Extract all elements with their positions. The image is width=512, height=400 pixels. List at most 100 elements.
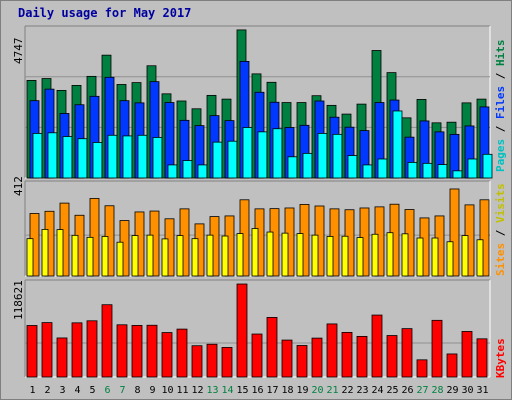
x-tick-day-2: 2 — [44, 385, 50, 396]
visits-bar-day-24 — [371, 233, 379, 277]
sites-panel-max-label: 412 — [12, 176, 25, 196]
x-tick-day-18: 18 — [281, 385, 293, 396]
pages-bar-day-1 — [32, 133, 43, 179]
visits-bar-day-16 — [251, 228, 259, 277]
pages-bar-day-26 — [407, 162, 418, 179]
visits-bar-day-12 — [191, 238, 199, 277]
kbytes-panel-legend: KBytes — [494, 338, 507, 378]
visits-bar-day-20 — [311, 234, 319, 277]
kbytes-bar-day-3 — [56, 337, 68, 378]
legend-hits: Hits — [494, 39, 507, 67]
kbytes-bar-day-20 — [311, 337, 323, 378]
kbytes-bar-day-9 — [146, 324, 158, 378]
visits-bar-day-6 — [101, 236, 109, 277]
pages-bar-day-30 — [467, 158, 478, 179]
visits-bar-day-3 — [56, 229, 64, 277]
kbytes-bar-day-24 — [371, 314, 383, 378]
kbytes-bar-day-15 — [236, 283, 248, 378]
visits-bar-day-26 — [401, 233, 409, 277]
pages-bar-day-18 — [287, 156, 298, 179]
pages-bar-day-29 — [452, 170, 463, 179]
pages-bar-day-27 — [422, 162, 433, 179]
pages-bar-day-8 — [137, 134, 148, 179]
pages-bar-day-4 — [77, 138, 88, 179]
pages-bar-day-25 — [392, 110, 403, 179]
visits-bar-day-8 — [131, 235, 139, 277]
x-tick-day-4: 4 — [74, 385, 80, 396]
x-tick-day-20: 20 — [311, 385, 323, 396]
pages-bar-day-2 — [47, 132, 58, 179]
kbytes-bar-day-16 — [251, 333, 263, 378]
pages-bar-day-23 — [362, 164, 373, 179]
x-tick-day-8: 8 — [134, 385, 140, 396]
kbytes-bar-day-11 — [176, 328, 188, 378]
visits-bar-day-11 — [176, 235, 184, 277]
sites-bar-day-31 — [479, 199, 490, 277]
pages-bar-day-9 — [152, 137, 163, 179]
visits-bar-day-10 — [161, 238, 169, 277]
x-tick-day-24: 24 — [371, 385, 383, 396]
legend-sites: Sites — [494, 242, 507, 276]
pages-bar-day-10 — [167, 164, 178, 179]
pages-bar-day-3 — [62, 136, 73, 179]
x-tick-day-17: 17 — [266, 385, 278, 396]
visits-bar-day-22 — [341, 235, 349, 277]
kbytes-bar-day-19 — [296, 345, 308, 378]
x-tick-day-11: 11 — [176, 385, 188, 396]
legend-kbytes: KBytes — [494, 338, 507, 378]
x-tick-day-1: 1 — [29, 385, 35, 396]
kbytes-bar-day-5 — [86, 320, 98, 378]
pages-bar-day-17 — [272, 128, 283, 179]
visits-bar-day-18 — [281, 232, 289, 277]
pages-bar-day-13 — [212, 141, 223, 179]
x-tick-day-16: 16 — [251, 385, 263, 396]
x-tick-day-6: 6 — [104, 385, 110, 396]
hits-panel-legend: Pages / Files / Hits — [494, 39, 507, 173]
kbytes-panel-max-label: 118621 — [12, 280, 25, 320]
pages-bar-day-15 — [242, 127, 253, 179]
kbytes-bar-day-10 — [161, 332, 173, 378]
x-tick-day-28: 28 — [431, 385, 443, 396]
x-tick-day-14: 14 — [221, 385, 233, 396]
kbytes-bar-day-23 — [356, 335, 368, 378]
kbytes-bar-day-28 — [431, 319, 443, 378]
x-tick-day-5: 5 — [89, 385, 95, 396]
hits-panel-max-label: 4747 — [12, 37, 25, 65]
x-tick-day-30: 30 — [461, 385, 473, 396]
visits-bar-day-2 — [41, 228, 49, 277]
pages-bar-day-21 — [332, 133, 343, 179]
x-tick-day-31: 31 — [476, 385, 488, 396]
x-tick-day-7: 7 — [119, 385, 125, 396]
pages-bar-day-11 — [182, 160, 193, 179]
visits-bar-day-27 — [416, 237, 424, 277]
kbytes-bar-day-18 — [281, 339, 293, 378]
pages-bar-day-31 — [482, 153, 493, 179]
x-tick-day-23: 23 — [356, 385, 368, 396]
pages-bar-day-7 — [122, 135, 133, 179]
pages-bar-day-28 — [437, 164, 448, 179]
x-tick-day-26: 26 — [401, 385, 413, 396]
x-tick-day-29: 29 — [446, 385, 458, 396]
legend-pages: Pages — [494, 138, 507, 172]
visits-bar-day-21 — [326, 236, 334, 277]
chart-title: Daily usage for May 2017 — [18, 6, 192, 20]
visits-bar-day-15 — [236, 233, 244, 277]
x-tick-day-9: 9 — [149, 385, 155, 396]
kbytes-bar-day-4 — [71, 322, 83, 378]
kbytes-bar-day-17 — [266, 317, 278, 378]
kbytes-bar-day-31 — [476, 338, 488, 378]
kbytes-bar-day-6 — [101, 304, 113, 378]
sites-panel-legend: Sites / Visits — [494, 183, 507, 276]
visits-bar-day-25 — [386, 232, 394, 277]
pages-bar-day-22 — [347, 155, 358, 179]
visits-bar-day-14 — [221, 235, 229, 277]
visits-bar-day-9 — [146, 234, 154, 277]
kbytes-bar-day-22 — [341, 331, 353, 378]
kbytes-bar-day-26 — [401, 328, 413, 378]
kbytes-bar-day-27 — [416, 359, 428, 378]
visits-bar-day-30 — [461, 235, 469, 277]
kbytes-bar-day-13 — [206, 343, 218, 378]
x-tick-day-15: 15 — [236, 385, 248, 396]
legend-files: Files — [494, 85, 507, 119]
